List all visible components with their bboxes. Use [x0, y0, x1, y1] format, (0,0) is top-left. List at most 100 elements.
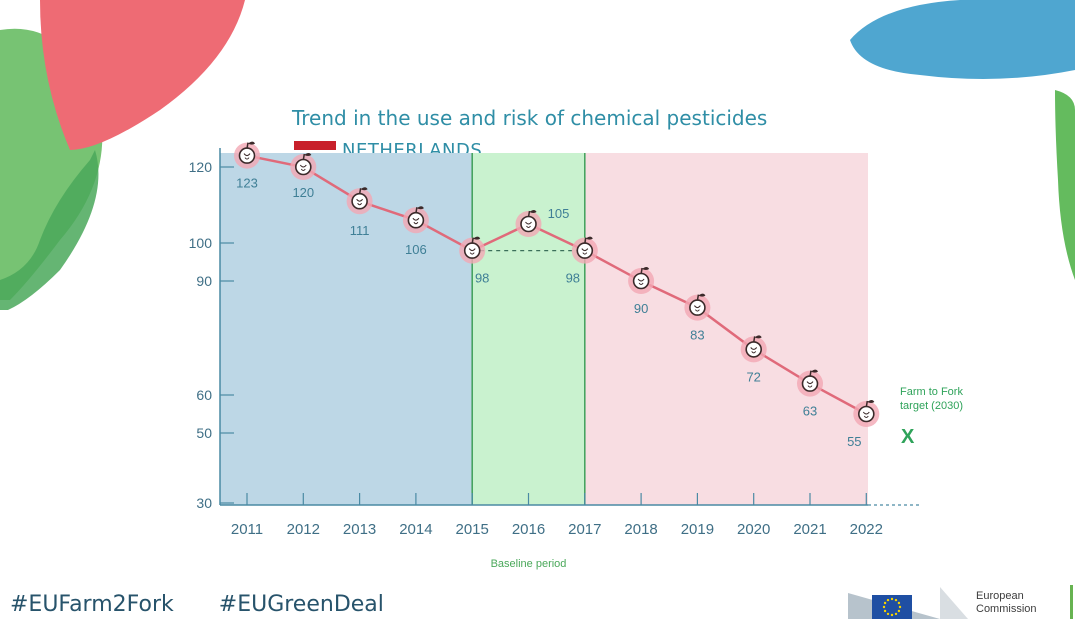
apple-core-icon [750, 347, 758, 354]
data-point-2014 [402, 206, 429, 234]
eu-star-icon [894, 612, 898, 616]
apple-leaf-icon [416, 206, 424, 210]
apple-leaf-icon [360, 187, 368, 191]
x-tick-label: 2019 [681, 521, 714, 538]
data-label-2013: 111 [350, 223, 370, 238]
apple-stem-icon [415, 207, 418, 214]
x-tick-label: 2022 [850, 521, 883, 538]
hashtag-greendeal[interactable]: #EUGreenDeal [218, 592, 384, 617]
apple-leaf-icon [754, 335, 762, 339]
data-label-2022: 55 [847, 434, 861, 449]
eu-star-icon [886, 612, 890, 616]
data-label-2021: 63 [803, 404, 817, 419]
x-tick-label: 2021 [793, 521, 826, 538]
eu-star-icon [894, 598, 898, 602]
apple-core-icon [862, 411, 870, 418]
x-tick-label: 2015 [456, 521, 489, 538]
data-point-2022 [853, 400, 880, 427]
data-point-2013 [346, 187, 373, 215]
y-tick-label: 100 [189, 235, 213, 251]
eu-star-icon [882, 605, 886, 609]
flag-stripe-red [294, 141, 336, 150]
data-point-2011 [234, 141, 260, 169]
x-tick-label: 2018 [624, 521, 657, 538]
apple-leaf-icon [585, 236, 593, 240]
hashtags: #EUFarm2Fork #EUGreenDeal [10, 592, 422, 617]
apple-stem-icon [584, 237, 587, 244]
apple-stem-icon [640, 267, 643, 275]
data-point-2015 [459, 236, 486, 264]
decor-blob-pink [40, 0, 245, 150]
apple-stem-icon [527, 210, 531, 218]
apple-core-icon [356, 198, 363, 206]
apple-stem-icon [809, 370, 812, 377]
european-commission-logo [848, 585, 1073, 619]
eu-star-icon [897, 601, 901, 605]
data-point-2020 [740, 335, 767, 363]
x-tick-label: 2011 [231, 521, 263, 538]
apple-leaf-icon [529, 210, 537, 213]
apple-core-icon [637, 278, 645, 285]
data-label-2015: 98 [475, 271, 489, 286]
x-tick-label: 2013 [343, 521, 376, 538]
apple-stem-icon [752, 336, 756, 343]
apple-stem-icon [246, 142, 249, 149]
apple-core-icon [694, 305, 701, 312]
baseline-period-label: Baseline period [491, 558, 567, 570]
y-tick-label: 50 [196, 425, 212, 441]
apple-stem-icon [471, 237, 474, 244]
data-point-2019 [684, 293, 711, 321]
apple-leaf-icon [867, 400, 875, 403]
apple-leaf-icon [811, 369, 818, 373]
apple-core-icon [468, 248, 476, 255]
eu-star-icon [883, 609, 887, 613]
data-label-2019: 83 [690, 328, 704, 343]
apple-stem-icon [696, 294, 700, 301]
data-point-2016 [515, 210, 542, 237]
data-label-2020: 72 [746, 369, 760, 384]
target-marker: X [901, 426, 915, 448]
apple-core-icon [412, 217, 420, 225]
data-point-2021 [797, 369, 823, 397]
apple-core-icon [581, 248, 589, 255]
eu-star-icon [890, 597, 894, 601]
hashtag-farm2fork[interactable]: #EUFarm2Fork [10, 592, 174, 617]
x-tick-label: 2016 [512, 521, 545, 538]
apple-leaf-icon [304, 153, 312, 156]
x-tick-label: 2020 [737, 521, 770, 538]
y-tick-label: 30 [196, 495, 212, 511]
apple-core-icon [806, 381, 814, 388]
x-tick-label: 2017 [568, 521, 601, 538]
apple-core-icon [299, 164, 307, 171]
data-label-2011: 123 [236, 176, 258, 191]
european-commission-label: European Commission [976, 590, 1037, 615]
apple-leaf-icon [248, 141, 255, 145]
chart-title: Trend in the use and risk of chemical pe… [292, 106, 768, 130]
x-tick-label: 2012 [287, 521, 320, 538]
eu-star-icon [898, 605, 902, 609]
data-label-2014: 106 [405, 242, 427, 257]
y-tick-label: 90 [196, 273, 212, 289]
data-point-2012 [290, 153, 317, 180]
apple-leaf-icon [642, 267, 650, 270]
period-blue [220, 153, 473, 505]
apple-core-icon [525, 221, 532, 228]
eu-star-icon [890, 613, 894, 617]
apple-stem-icon [865, 400, 869, 408]
apple-core-icon [243, 153, 251, 160]
apple-leaf-icon [698, 293, 706, 297]
decor-blob-blue [850, 0, 1075, 79]
y-tick-label: 60 [196, 387, 212, 403]
decor-blob-green-lower [0, 150, 99, 310]
apple-stem-icon [302, 153, 306, 161]
data-label-2017: 98 [566, 271, 580, 286]
data-point-2018 [628, 267, 655, 294]
eu-star-icon [897, 609, 901, 613]
data-label-2012: 120 [292, 185, 314, 200]
eu-star-icon [883, 601, 887, 605]
apple-stem-icon [358, 188, 362, 195]
x-tick-label: 2014 [399, 521, 432, 538]
data-label-2016: 105 [548, 206, 570, 221]
